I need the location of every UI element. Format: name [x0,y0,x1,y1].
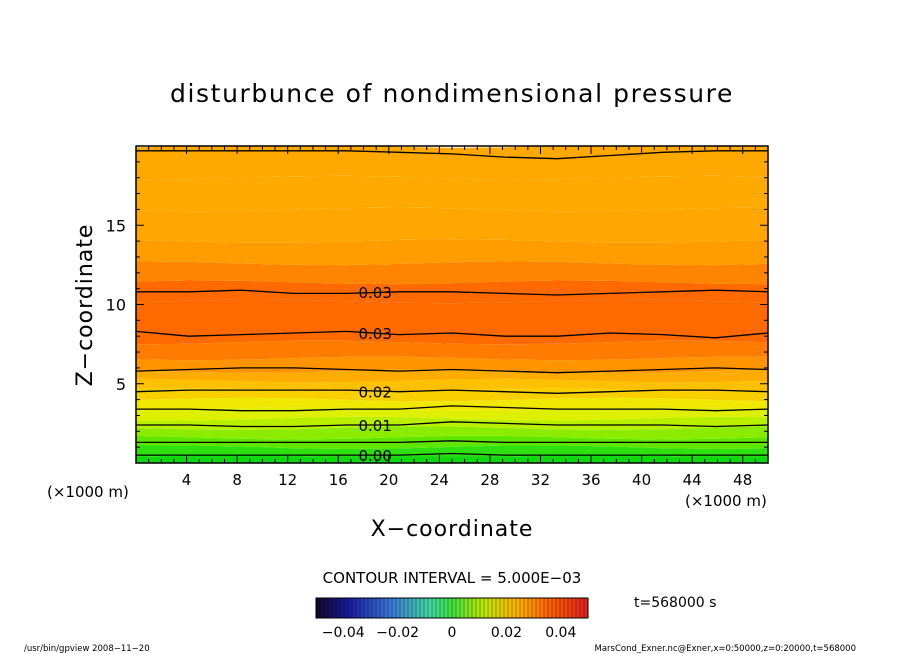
colorbar-tick-label: 0 [448,625,457,641]
colorbar-tick-label: 0.04 [545,625,576,641]
color-band [136,175,768,212]
x-tick-label: 40 [632,471,651,489]
plot-area: 0.03 0.03 0.02 0.01 0.00 [136,146,768,465]
contour-line [136,289,768,296]
x-tick-label: 36 [581,471,600,489]
y-tick-label: 10 [106,296,126,315]
contour-line [136,421,768,428]
color-band [136,299,768,345]
color-band [136,378,768,392]
color-band [136,356,768,373]
contour-lines [136,150,768,456]
color-band [136,397,768,411]
x-tick-label: 16 [329,471,348,489]
contour-labels: 0.03 0.03 0.02 0.01 0.00 [358,284,391,465]
colorbar-ticks: −0.04 −0.02 0 0.02 0.04 [322,625,577,641]
footer-right: MarsCond_Exner.nc@Exner,x=0:50000,z=0:20… [594,644,856,654]
contour-line [136,405,768,412]
contour-label: 0.01 [358,417,391,435]
contour-interval-text: CONTOUR INTERVAL = 5.000E−03 [323,569,582,587]
filled-bands [136,146,768,463]
x-tick-label: 44 [683,471,702,489]
color-band [136,239,768,266]
x-tick-label: 32 [531,471,550,489]
contour-label: 0.00 [358,447,391,465]
contour-line [136,440,768,444]
x-tick-label: 48 [733,471,752,489]
y-axis: 5 10 15 [106,161,768,448]
contour-line [136,150,768,160]
contour-line [136,367,768,374]
x-tick-label: 20 [379,471,398,489]
y-axis-label: Z−coordinate [73,224,98,387]
x-tick-label: 28 [480,471,499,489]
contour-line [136,330,768,339]
x-tick-label: 24 [430,471,449,489]
color-band [136,435,768,449]
colorbar-tick-label: −0.02 [376,625,419,641]
colorbar: −0.04 −0.02 0 0.02 0.04 [315,597,589,641]
color-band [136,146,768,180]
color-band [136,426,768,440]
x-tick-label: 12 [278,471,297,489]
x-unit-left: (×1000 m) [47,483,129,501]
contour-label: 0.03 [358,325,391,343]
x-unit-right: (×1000 m) [685,492,767,510]
contour-label: 0.03 [358,284,391,302]
x-tick-label: 8 [232,471,242,489]
contour-label: 0.02 [358,384,391,402]
color-band [136,340,768,361]
colorbar-tick-label: 0.02 [491,625,522,641]
x-tick-label: 4 [182,471,192,489]
x-axis: 4 8 12 16 20 24 28 32 36 40 44 48 [148,146,756,489]
footer-left: /usr/bin/gpview 2008−11−20 [24,644,150,654]
color-band [136,261,768,285]
colorbar-frame [315,597,589,619]
color-band [136,207,768,243]
chart-title: disturbunce of nondimensional pressure [170,79,734,108]
contour-line [136,389,768,394]
x-axis-label: X−coordinate [371,517,534,542]
time-label: t=568000 s [634,595,716,611]
colorbar-stripes [319,598,585,618]
colorbar-tick-label: −0.04 [322,625,365,641]
y-tick-label: 5 [116,375,126,394]
y-tick-label: 15 [106,216,126,235]
contour-line [136,452,768,456]
